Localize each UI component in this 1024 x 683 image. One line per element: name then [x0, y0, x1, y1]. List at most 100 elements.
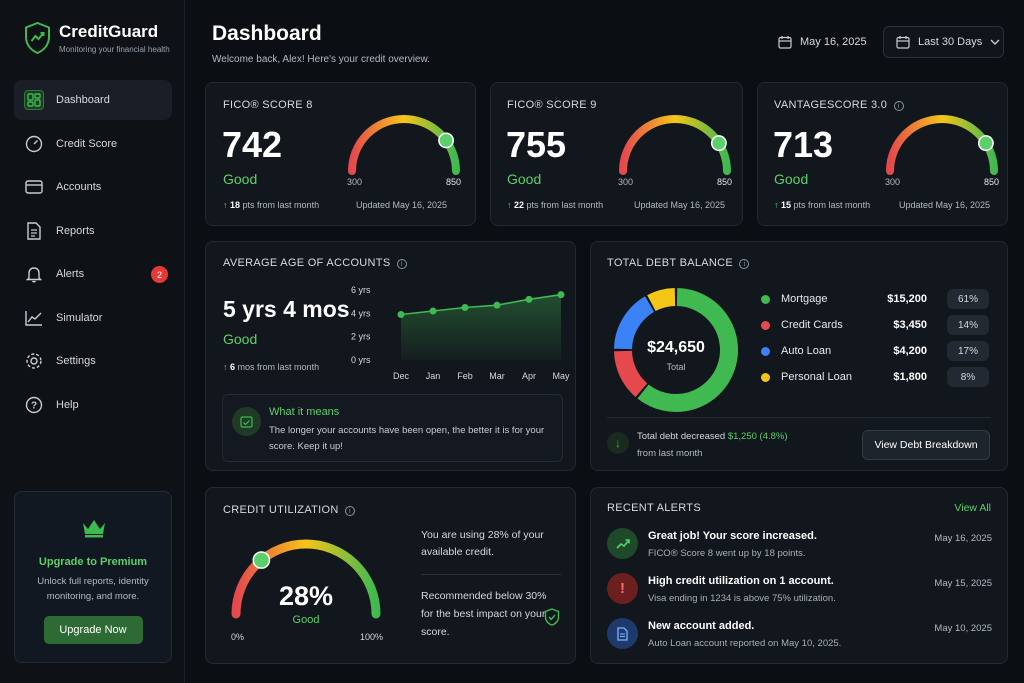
debt-name: Mortgage: [781, 293, 828, 305]
sidebar-item-dashboard[interactable]: Dashboard: [14, 80, 172, 120]
x-tick-label: Apr: [522, 371, 536, 381]
debt-decrease-suffix: from last month: [637, 448, 703, 459]
view-all-link[interactable]: View All: [954, 502, 991, 514]
score-change: ↑ 18 pts from last month: [223, 200, 319, 210]
age-info-box: What it means The longer your accounts h…: [222, 394, 563, 462]
document-icon: [24, 221, 44, 241]
alert-item[interactable]: Great job! Your score increased. FICO® S…: [607, 528, 992, 564]
data-point: [429, 307, 437, 315]
y-tick-label: 0 yrs: [351, 355, 371, 365]
score-gauge: 300 850: [339, 113, 469, 188]
arrow-up-icon: ↑: [507, 200, 512, 210]
debt-amount: $4,200: [893, 345, 927, 357]
calendar-icon: [896, 36, 910, 49]
app-tagline: Monitoring your financial health: [59, 45, 170, 54]
gear-icon: [24, 351, 44, 371]
gauge-icon: [24, 134, 44, 154]
age-value: 5 yrs 4 mos: [223, 296, 350, 322]
logo[interactable]: CreditGuard Monitoring your financial he…: [24, 22, 170, 54]
info-title: What it means: [269, 406, 340, 418]
x-tick-label: Jan: [426, 371, 441, 381]
debt-percent: 17%: [947, 341, 989, 361]
sidebar-item-label: Simulator: [56, 311, 103, 324]
score-gauge: 300 850: [877, 113, 1007, 188]
debt-legend-row: Auto Loan $4,200 17%: [761, 341, 989, 361]
score-change-points: 22: [514, 200, 525, 210]
data-point: [397, 311, 405, 318]
info-icon[interactable]: i: [344, 506, 355, 516]
app-name: CreditGuard: [59, 22, 159, 41]
x-tick-label: Dec: [393, 371, 410, 381]
score-card-fico9: FICO® SCORE 9 755 Good 300 850 ↑ 22 pts f…: [490, 82, 743, 226]
data-point: [525, 295, 533, 303]
page-title: Dashboard: [212, 22, 322, 45]
upgrade-now-button[interactable]: Upgrade Now: [43, 616, 143, 644]
alert-description: FICO® Score 8 went up by 18 points.: [648, 548, 806, 559]
sidebar-item-label: Alerts: [56, 268, 85, 280]
sidebar-item-credit-score[interactable]: Credit Score: [14, 124, 172, 164]
score-updated: Updated May 16, 2025: [356, 200, 448, 210]
debt-name: Auto Loan: [781, 345, 832, 357]
arrow-up-icon: ↑: [223, 200, 228, 210]
shield-logo-icon: [25, 22, 50, 54]
info-icon[interactable]: i: [739, 259, 750, 269]
sidebar-item-accounts[interactable]: Accounts: [14, 167, 172, 207]
age-change: ↑ 6 mos from last month: [223, 362, 319, 372]
sidebar-item-reports[interactable]: Reports: [14, 211, 172, 251]
sidebar-item-help[interactable]: ? Help: [14, 385, 172, 425]
donut-slice: [614, 296, 655, 350]
average-age-card: AVERAGE AGE OF ACCOUNTS i 5 yrs 4 mos Go…: [205, 241, 576, 471]
debt-decrease-label: Total debt decreased: [637, 431, 726, 442]
info-icon[interactable]: i: [893, 101, 904, 111]
gauge-arc: [348, 115, 460, 175]
score-title-text: VANTAGESCORE 3.0: [774, 99, 888, 111]
line-series: [400, 293, 562, 316]
debt-decrease-text: Total debt decreased $1,250 (4.8%): [637, 431, 788, 442]
age-line-chart: 0 yrs 2 yrs 4 yrs 6 yrs Dec Jan Feb Mar Apr May: [351, 285, 570, 381]
view-debt-breakdown-button[interactable]: View Debt Breakdown: [862, 430, 990, 460]
premium-card: Upgrade to Premium Unlock full reports, …: [14, 491, 172, 663]
exclamation-icon: !: [607, 573, 638, 604]
info-text: The longer your accounts have been open,…: [269, 425, 545, 452]
debt-total-label: Total: [666, 362, 686, 372]
gauge-arc: [231, 539, 381, 619]
sidebar-item-alerts[interactable]: Alerts 2: [14, 254, 172, 294]
score-value: 713: [773, 124, 834, 165]
alerts-count-badge: 2: [151, 266, 168, 283]
debt-name: Personal Loan: [781, 371, 852, 383]
date-range-select[interactable]: Last 30 Days: [883, 26, 1004, 58]
utilization-max: 100%: [360, 632, 384, 642]
debt-amount: $1,800: [893, 371, 927, 383]
score-card-vantage: VANTAGESCORE 3.0 i 713 Good 300 850 ↑ 15 …: [757, 82, 1008, 226]
alert-item[interactable]: ! High credit utilization on 1 account. …: [607, 573, 992, 609]
utilization-recommendation: Recommended below 30% for the best impac…: [421, 590, 547, 638]
legend-dot: [761, 346, 770, 356]
dashboard-icon: [24, 90, 44, 110]
legend-dot: [761, 294, 770, 304]
chevron-down-icon: [990, 39, 1000, 45]
sidebar-item-settings[interactable]: Settings: [14, 341, 172, 381]
page-subtitle: Welcome back, Alex! Here's your credit o…: [212, 54, 430, 65]
data-point: [461, 304, 469, 311]
arrow-up-icon: ↑: [223, 362, 228, 372]
data-point: [493, 301, 501, 309]
score-rating: Good: [507, 171, 542, 187]
age-change-number: 6: [230, 362, 236, 372]
bell-icon: [24, 264, 44, 284]
sidebar-item-simulator[interactable]: Simulator: [14, 298, 172, 338]
score-change-text: pts from last month: [242, 200, 320, 210]
sidebar-nav: Dashboard Credit Score Accounts Reports …: [14, 80, 172, 428]
debt-decrease-amount: $1,250 (4.8%): [727, 431, 788, 442]
debt-amount: $3,450: [893, 319, 927, 331]
crown-icon: [83, 520, 105, 538]
calendar-icon: [778, 36, 792, 49]
info-icon[interactable]: i: [396, 259, 407, 269]
alert-item[interactable]: New account added. Auto Loan account rep…: [607, 618, 992, 654]
calendar-check-icon: [232, 407, 261, 436]
donut-slice: [614, 350, 648, 397]
score-change: ↑ 15 pts from last month: [774, 200, 870, 210]
alerts-title: RECENT ALERTS: [607, 502, 701, 514]
score-value: 742: [222, 124, 283, 165]
gauge-max-label: 850: [446, 177, 461, 187]
gauge-marker: [252, 551, 271, 569]
